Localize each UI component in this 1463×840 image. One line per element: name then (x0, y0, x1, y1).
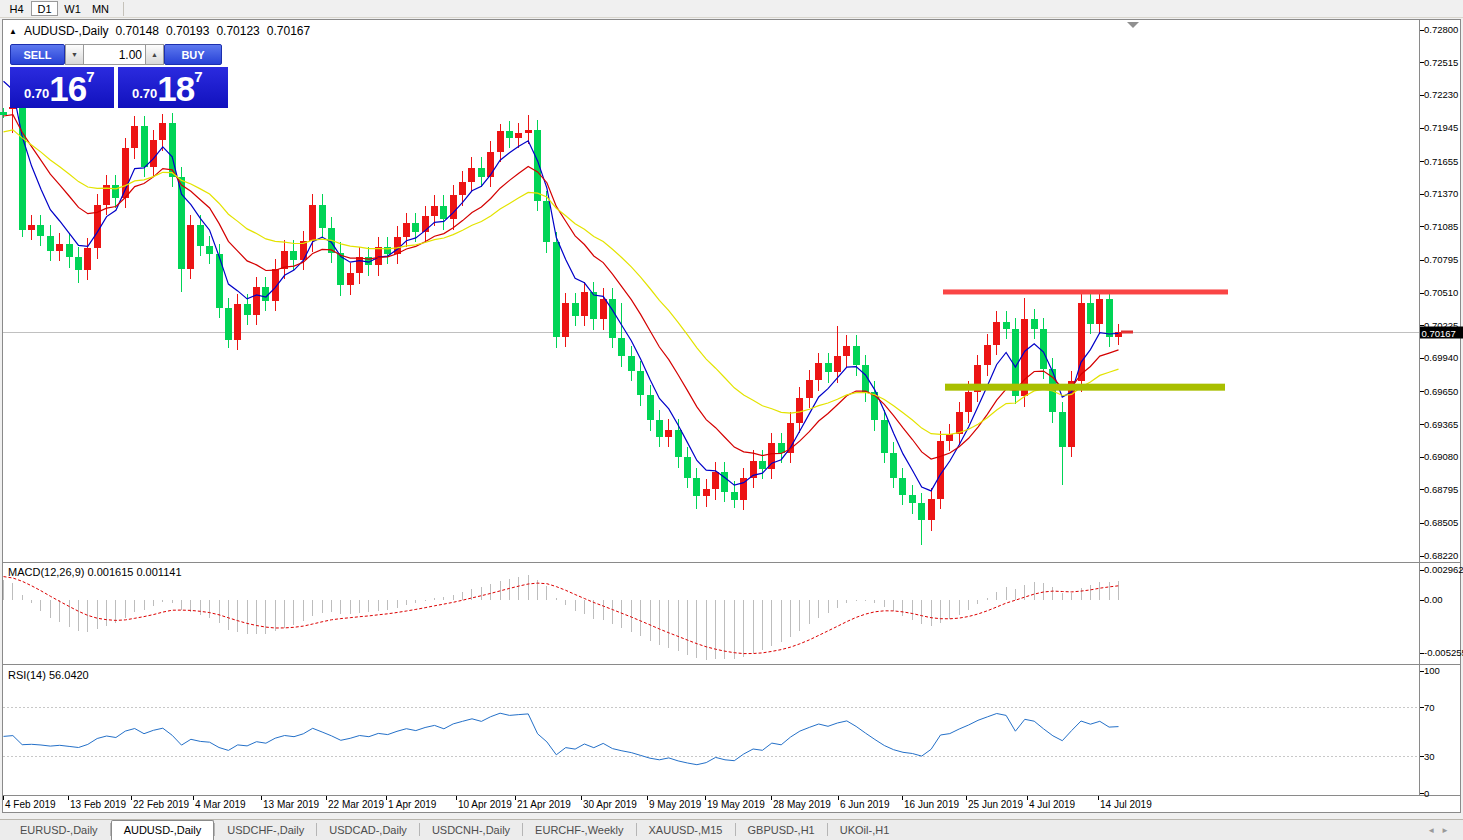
timeframe-button-D1[interactable]: D1 (31, 1, 58, 16)
chart-open-value: 0.70148 (116, 24, 159, 38)
sell-button[interactable]: SELL (10, 44, 65, 65)
buy-button[interactable]: BUY (164, 44, 222, 65)
chart-symbol-label: AUDUSD-,Daily (24, 24, 109, 38)
chart-title-bar: ▲ AUDUSD-,Daily 0.70148 0.70193 0.70123 … (9, 24, 310, 38)
timeframe-toolbar: H4D1W1MN (0, 0, 1463, 18)
timeframe-button-H4[interactable]: H4 (3, 1, 30, 16)
chart-tab-EURCHF-Weekly[interactable]: EURCHF-,Weekly (523, 821, 635, 840)
chart-low-value: 0.70123 (216, 24, 259, 38)
buy-price-sup: 7 (194, 68, 202, 85)
chart-tab-GBPUSD-H1[interactable]: GBPUSD-,H1 (736, 821, 827, 840)
chart-tab-bar: EURUSD-,DailyAUDUSD-,DailyUSDCHF-,DailyU… (0, 819, 1463, 840)
timeframe-button-MN[interactable]: MN (87, 1, 114, 16)
chart-tab-AUDUSD-Daily[interactable]: AUDUSD-,Daily (111, 820, 215, 840)
chart-tab-XAUUSD-M15[interactable]: XAUUSD-,M15 (637, 821, 735, 840)
volume-increase-button[interactable]: ▲ (145, 44, 164, 65)
sell-price-sup: 7 (86, 68, 94, 85)
volume-input[interactable] (84, 44, 145, 65)
timeframe-button-W1[interactable]: W1 (59, 1, 86, 16)
one-click-trading-widget: SELL ▼ ▲ BUY 0.70 16 7 0.70 18 7 (10, 44, 228, 108)
buy-price-small: 0.70 (132, 86, 157, 101)
chart-tab-UKOil-H1[interactable]: UKOil-,H1 (828, 821, 902, 840)
collapse-triangle-icon[interactable]: ▲ (9, 27, 17, 36)
tab-scroll-arrows[interactable]: ◄► (1427, 826, 1455, 835)
chart-close-value: 0.70167 (267, 24, 310, 38)
chart-window (2, 19, 1461, 813)
chart-tab-USDCNH-Daily[interactable]: USDCNH-,Daily (420, 821, 522, 840)
chart-tab-USDCAD-Daily[interactable]: USDCAD-,Daily (317, 821, 419, 840)
chart-tab-EURUSD-Daily[interactable]: EURUSD-,Daily (8, 821, 110, 840)
buy-price-big: 18 (157, 72, 194, 105)
chart-tab-USDCHF-Daily[interactable]: USDCHF-,Daily (215, 821, 316, 840)
toolbar-separator (123, 2, 124, 16)
sell-price-small: 0.70 (24, 86, 49, 101)
macd-indicator-label: MACD(12,26,9) 0.001615 0.001141 (8, 566, 182, 578)
rsi-indicator-label: RSI(14) 56.0420 (8, 669, 89, 681)
sell-price-box[interactable]: 0.70 16 7 (10, 67, 114, 108)
buy-price-box[interactable]: 0.70 18 7 (118, 67, 228, 108)
volume-decrease-button[interactable]: ▼ (65, 44, 84, 65)
chart-high-value: 0.70193 (166, 24, 209, 38)
sell-price-big: 16 (49, 72, 86, 105)
